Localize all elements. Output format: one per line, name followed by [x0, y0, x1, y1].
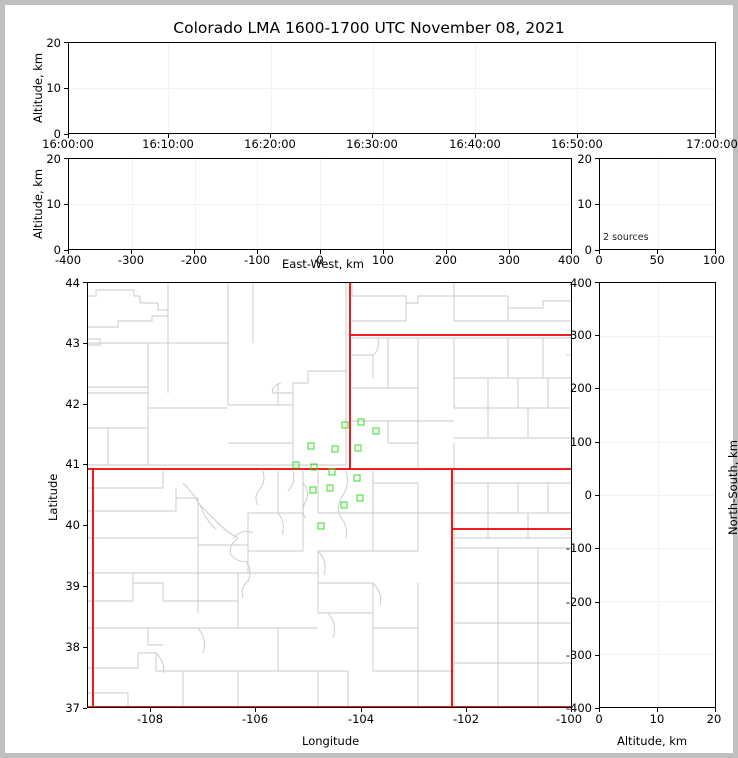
tick-label: 100 — [570, 435, 592, 449]
tick-label: 10 — [577, 197, 592, 211]
tick-label: 10 — [46, 81, 61, 95]
lma-source-marker — [357, 418, 365, 426]
tick-label: -400 — [565, 701, 592, 715]
panel-east-west-vs-altitude[interactable] — [68, 158, 572, 250]
figure-canvas: Colorado LMA 1600-1700 UTC November 08, … — [5, 5, 738, 753]
tick-label: 300 — [570, 328, 592, 342]
lma-source-marker — [310, 463, 318, 471]
axis-label-east-west: East-West, km — [282, 257, 364, 271]
tick-label: -102 — [452, 712, 480, 726]
tick-label: 42 — [65, 397, 80, 411]
lma-source-marker — [354, 444, 362, 451]
tick-label: 43 — [65, 336, 80, 350]
tick-label: 0 — [595, 712, 603, 726]
tick-label: 20 — [577, 152, 592, 166]
panel-altitude-histogram[interactable] — [599, 158, 716, 250]
tick-label: 0 — [53, 127, 61, 141]
tick-label: 44 — [65, 276, 80, 290]
tick-label: 16:10:00 — [142, 137, 194, 151]
tick-label: -200 — [565, 595, 592, 609]
tick-label: 0 — [53, 243, 61, 257]
tick-label: -104 — [347, 712, 375, 726]
tick-label: 16:50:00 — [551, 137, 603, 151]
tick-label: 38 — [65, 640, 80, 654]
map-geography — [88, 283, 571, 707]
lma-source-marker — [292, 461, 300, 469]
tick-label: 200 — [435, 253, 457, 267]
source-count-annotation: 2 sources — [603, 232, 649, 243]
tick-label: 100 — [703, 253, 725, 267]
panel-time-vs-altitude[interactable] — [68, 42, 716, 134]
tick-label: 16:20:00 — [244, 137, 296, 151]
panel-map[interactable] — [87, 282, 572, 708]
axis-label-longitude: Longitude — [302, 734, 360, 748]
tick-label: 10 — [649, 712, 665, 726]
tick-label: 39 — [65, 579, 80, 593]
tick-label: 0 — [316, 253, 324, 267]
tick-label: 400 — [570, 276, 592, 290]
tick-label: 41 — [65, 457, 80, 471]
lma-source-marker — [353, 474, 361, 482]
tick-label: -400 — [54, 253, 82, 267]
tick-label: 0 — [595, 253, 603, 267]
axis-label-north-south: North-South, km — [726, 440, 738, 535]
axis-label-altitude: Altitude, km — [31, 52, 45, 123]
tick-label: 17:00:00 — [686, 137, 738, 151]
lma-source-marker — [307, 442, 315, 450]
tick-label: 400 — [558, 253, 580, 267]
lma-source-marker — [356, 494, 364, 502]
page-title: Colorado LMA 1600-1700 UTC November 08, … — [173, 19, 565, 37]
lma-source-marker — [341, 421, 349, 429]
tick-label: 200 — [570, 381, 592, 395]
tick-label: -300 — [565, 648, 592, 662]
lma-source-marker — [309, 486, 317, 494]
tick-label: -108 — [136, 712, 164, 726]
tick-label: 16:30:00 — [346, 137, 398, 151]
tick-label: -100 — [243, 253, 271, 267]
tick-label: 20 — [706, 712, 722, 726]
tick-label: -300 — [117, 253, 145, 267]
tick-label: 0 — [584, 243, 592, 257]
lma-source-marker — [331, 445, 339, 453]
tick-label: 20 — [46, 36, 61, 50]
axis-label-altitude: Altitude, km — [31, 168, 45, 239]
tick-label: -100 — [555, 712, 583, 726]
tick-label: -106 — [241, 712, 269, 726]
lma-source-marker — [317, 522, 325, 530]
tick-label: -100 — [565, 541, 592, 555]
tick-label: 40 — [65, 518, 80, 532]
tick-label: 50 — [649, 253, 665, 267]
tick-label: 300 — [498, 253, 520, 267]
axis-label-altitude: Altitude, km — [617, 734, 688, 748]
tick-label: 0 — [584, 488, 592, 502]
lma-source-marker — [326, 484, 334, 492]
lma-source-marker — [372, 427, 380, 435]
tick-label: 100 — [372, 253, 394, 267]
tick-label: 16:40:00 — [449, 137, 501, 151]
lma-source-marker — [328, 468, 336, 476]
tick-label: 37 — [65, 701, 80, 715]
axis-label-latitude: Latitude — [46, 473, 60, 521]
lma-source-marker — [340, 501, 348, 509]
tick-label: 20 — [46, 152, 61, 166]
tick-label: 10 — [46, 197, 61, 211]
tick-label: 16:00:00 — [42, 137, 94, 151]
tick-label: -200 — [180, 253, 208, 267]
panel-altitude-vs-north-south[interactable] — [599, 282, 716, 708]
